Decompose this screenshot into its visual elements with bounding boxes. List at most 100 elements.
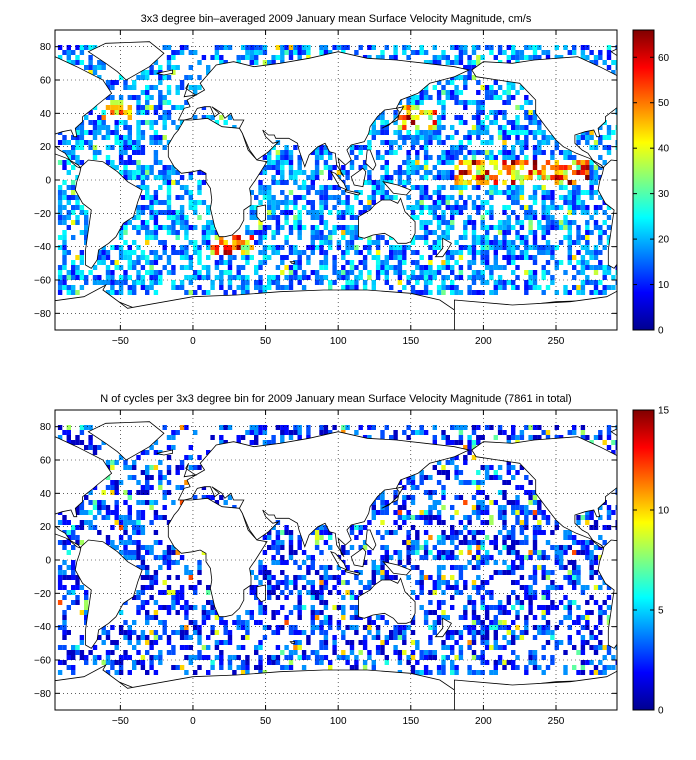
bin-cell — [532, 495, 538, 500]
bin-cell — [75, 440, 80, 445]
bin-cell — [362, 260, 368, 265]
bin-cell — [219, 235, 224, 240]
bin-cell — [611, 440, 616, 445]
bin-cell — [367, 435, 372, 440]
bin-cell — [171, 645, 176, 650]
bin-cell — [254, 590, 259, 595]
bin-cell — [271, 230, 276, 235]
bin-cell — [262, 60, 268, 65]
bin-cell — [567, 150, 572, 155]
bin-cell — [349, 595, 355, 600]
bin-cell — [606, 50, 612, 55]
bin-cell — [75, 215, 80, 220]
bin-cell — [288, 545, 294, 550]
bin-cell — [463, 585, 468, 590]
bin-cell — [580, 590, 586, 595]
bin-cell — [589, 565, 594, 570]
bin-cell — [271, 660, 276, 665]
bin-cell — [349, 165, 355, 170]
bin-cell — [175, 210, 180, 215]
bin-cell — [484, 610, 490, 615]
bin-cell — [314, 570, 320, 575]
bin-cell — [602, 645, 607, 650]
bin-cell — [258, 275, 263, 280]
bin-cell — [463, 135, 468, 140]
bin-cell — [480, 280, 485, 285]
bin-cell — [567, 220, 572, 225]
bin-cell — [480, 150, 485, 155]
bin-cell — [206, 115, 211, 120]
bin-cell — [563, 530, 568, 535]
bin-cell — [123, 220, 128, 225]
bin-cell — [502, 505, 507, 510]
bin-cell — [62, 265, 67, 270]
bin-cell — [297, 540, 302, 545]
bin-cell — [162, 165, 167, 170]
bin-cell — [541, 245, 546, 250]
bin-cell — [484, 475, 490, 480]
bin-cell — [454, 290, 459, 295]
bin-cell — [445, 255, 450, 260]
landmass — [358, 577, 416, 624]
bin-cell — [219, 275, 224, 280]
bin-cell — [484, 645, 490, 650]
bin-cell — [145, 490, 150, 495]
bin-cell — [284, 285, 289, 290]
bin-cell — [62, 215, 67, 220]
bin-cell — [245, 290, 250, 295]
bin-cell — [545, 270, 551, 275]
bin-cell — [493, 290, 498, 295]
bin-cell — [323, 635, 329, 640]
bin-cell — [602, 265, 607, 270]
bin-cell — [502, 145, 507, 150]
x-tick-label: 150 — [402, 336, 419, 347]
bin-cell — [393, 170, 398, 175]
bin-cell — [598, 225, 603, 230]
bin-cell — [262, 50, 268, 55]
bin-cell — [162, 210, 167, 215]
bin-cell — [341, 215, 346, 220]
bin-cell — [105, 105, 111, 110]
bin-cell — [254, 240, 259, 245]
bin-cell — [497, 625, 503, 630]
bin-cell — [166, 605, 172, 610]
bin-cell — [558, 545, 564, 550]
bin-cell — [223, 425, 228, 430]
bin-cell — [432, 620, 437, 625]
bin-cell — [415, 185, 420, 190]
bin-cell — [419, 590, 424, 595]
bin-cell — [419, 270, 424, 275]
bin-cell — [415, 125, 420, 130]
landmass — [55, 436, 113, 549]
bin-cell — [223, 250, 228, 255]
bin-cell — [166, 635, 172, 640]
bin-cell — [402, 485, 407, 490]
bin-cell — [615, 110, 617, 115]
bin-cell — [71, 260, 76, 265]
bin-cell — [580, 635, 586, 640]
bin-cell — [349, 645, 355, 650]
bin-cell — [554, 290, 559, 295]
bin-cell — [145, 615, 150, 620]
bin-cell — [428, 600, 433, 605]
bin-cell — [184, 265, 189, 270]
bin-cell — [57, 285, 63, 290]
bin-cell — [127, 520, 132, 525]
bin-cell — [140, 275, 146, 280]
bin-cell — [219, 495, 224, 500]
bin-cell — [306, 260, 311, 265]
bin-cell — [432, 590, 437, 595]
bin-cell — [484, 140, 490, 145]
bin-cell — [545, 250, 551, 255]
bin-cell — [458, 495, 464, 500]
bin-cell — [476, 510, 481, 515]
bin-cell — [585, 190, 590, 195]
bin-cell — [271, 610, 276, 615]
bin-cell — [84, 610, 89, 615]
bin-cell — [506, 185, 511, 190]
bin-cell — [132, 240, 137, 245]
bin-cell — [532, 665, 538, 670]
bin-cell — [541, 645, 546, 650]
bin-cell — [254, 50, 259, 55]
bin-cell — [445, 160, 450, 165]
